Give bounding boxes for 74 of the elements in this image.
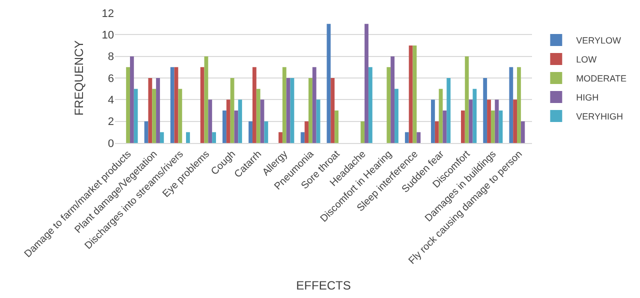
y-tick-label: 4 xyxy=(108,94,114,107)
bar xyxy=(286,78,290,143)
bar xyxy=(234,110,238,143)
legend-label: HIGH xyxy=(576,92,599,103)
bar xyxy=(264,121,268,143)
bar xyxy=(208,100,212,143)
bar xyxy=(226,100,230,143)
bar xyxy=(434,121,439,143)
bar xyxy=(186,132,190,143)
bar xyxy=(386,67,391,143)
y-tick-label: 0 xyxy=(108,138,114,150)
y-tick-label: 10 xyxy=(102,30,114,42)
bar xyxy=(483,78,488,143)
legend-label: VERYLOW xyxy=(576,36,622,46)
bar xyxy=(308,78,312,143)
bar xyxy=(498,110,503,143)
bar xyxy=(487,100,491,143)
bar xyxy=(416,132,421,143)
legend-label: LOW xyxy=(576,54,598,65)
bar xyxy=(282,67,286,143)
bar xyxy=(517,67,521,143)
bar xyxy=(170,67,174,143)
bar xyxy=(446,78,451,143)
bar xyxy=(360,121,365,143)
bar xyxy=(148,78,152,143)
bar xyxy=(431,100,435,143)
bar xyxy=(412,46,417,143)
y-tick-label: 6 xyxy=(108,72,114,85)
bar xyxy=(442,110,447,143)
bar xyxy=(238,100,242,143)
bar xyxy=(134,88,138,143)
bar xyxy=(404,132,409,143)
x-axis-title: EFFECTS xyxy=(296,278,351,293)
bar xyxy=(152,88,156,143)
bar xyxy=(156,78,160,143)
bar xyxy=(256,88,260,143)
bar xyxy=(394,88,398,143)
y-axis-title: FREQUENCY xyxy=(72,40,86,116)
bar xyxy=(260,100,264,143)
bar xyxy=(200,67,204,143)
bar xyxy=(364,24,368,143)
bar xyxy=(494,100,499,143)
y-tick-label: 2 xyxy=(108,116,114,128)
bar xyxy=(368,67,372,143)
bar xyxy=(490,110,495,143)
bar xyxy=(330,78,335,143)
bar xyxy=(468,100,473,143)
bar xyxy=(509,67,514,143)
bar xyxy=(222,110,226,143)
bar xyxy=(160,132,164,143)
bar xyxy=(252,67,256,143)
y-tick-label: 8 xyxy=(108,51,114,64)
bar xyxy=(304,121,309,143)
bar xyxy=(520,121,525,143)
bar xyxy=(408,46,413,143)
bar xyxy=(312,67,316,143)
bar xyxy=(300,132,305,143)
bar xyxy=(248,121,252,143)
bar xyxy=(316,100,320,143)
bar xyxy=(513,100,518,143)
bar xyxy=(464,56,469,143)
bar xyxy=(126,67,130,143)
bar xyxy=(130,56,134,143)
bar xyxy=(334,110,338,143)
bar xyxy=(174,67,178,143)
legend-label: MODERATE xyxy=(576,74,627,84)
bar xyxy=(212,132,216,143)
y-tick-label: 12 xyxy=(102,8,114,20)
bar xyxy=(460,110,465,143)
bar xyxy=(178,88,182,143)
bar xyxy=(472,88,477,143)
legend-label: VERYHIGH xyxy=(576,112,624,122)
bar xyxy=(390,56,395,143)
bar xyxy=(278,132,282,143)
